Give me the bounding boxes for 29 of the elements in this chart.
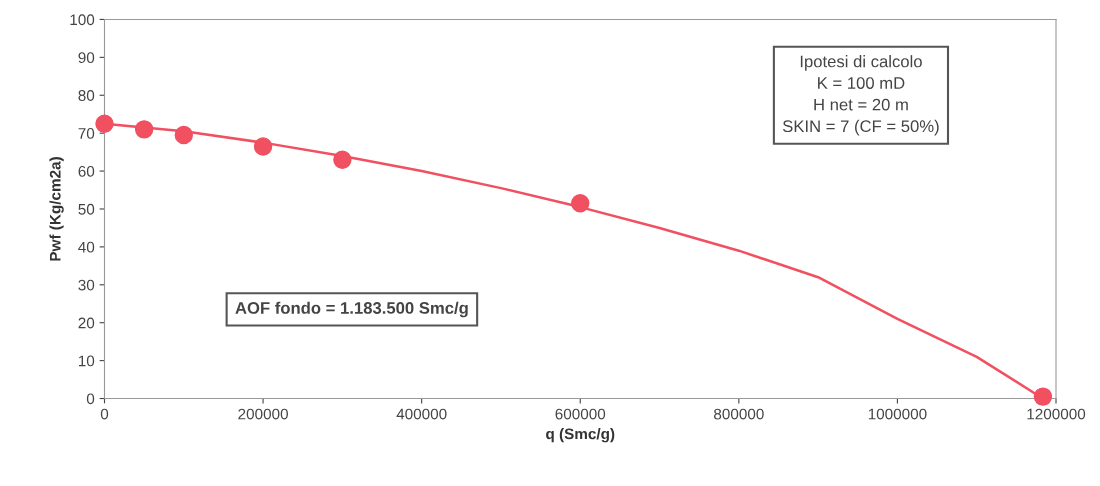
y-tick-label: 80 bbox=[78, 90, 95, 101]
x-tick-label: 200000 bbox=[238, 408, 288, 420]
x-axis-title: q (Smc/g) bbox=[546, 428, 615, 443]
y-tick-label: 20 bbox=[78, 317, 95, 329]
annotation: AOF fondo = 1.183.500 Smc/g bbox=[235, 301, 468, 318]
x-tick-label: 0 bbox=[100, 408, 109, 420]
y-tick-label: 50 bbox=[78, 203, 95, 215]
point bbox=[174, 125, 193, 145]
x-tick-label: 400000 bbox=[396, 408, 447, 420]
x-tick-label: 1000000 bbox=[868, 408, 927, 420]
y-tick-label: 10 bbox=[78, 355, 95, 367]
y-tick-label: 30 bbox=[78, 279, 95, 291]
y-tick-label: 0 bbox=[86, 393, 95, 405]
y-tick-label: 60 bbox=[78, 165, 95, 177]
y-tick-label: 40 bbox=[78, 241, 95, 253]
y-tick-label: 90 bbox=[78, 52, 95, 64]
point bbox=[95, 114, 114, 133]
x-tick-label: 800000 bbox=[714, 408, 764, 420]
point bbox=[134, 120, 154, 139]
annotation: Ipotesi di calcolo K = 100 mD H net = 20 m SKIN = 7 (CF = 50%) bbox=[782, 55, 939, 136]
y-axis-title: Pwf (Kg/cm2a) bbox=[49, 157, 64, 261]
y-tick-label: 100 bbox=[70, 14, 95, 26]
point bbox=[571, 194, 590, 213]
x-tick-label: 600000 bbox=[555, 408, 606, 420]
point bbox=[1033, 387, 1053, 406]
x-tick-label: 1200000 bbox=[1027, 408, 1086, 420]
point bbox=[253, 137, 273, 156]
point bbox=[333, 150, 352, 169]
y-tick-label: 70 bbox=[78, 128, 95, 139]
